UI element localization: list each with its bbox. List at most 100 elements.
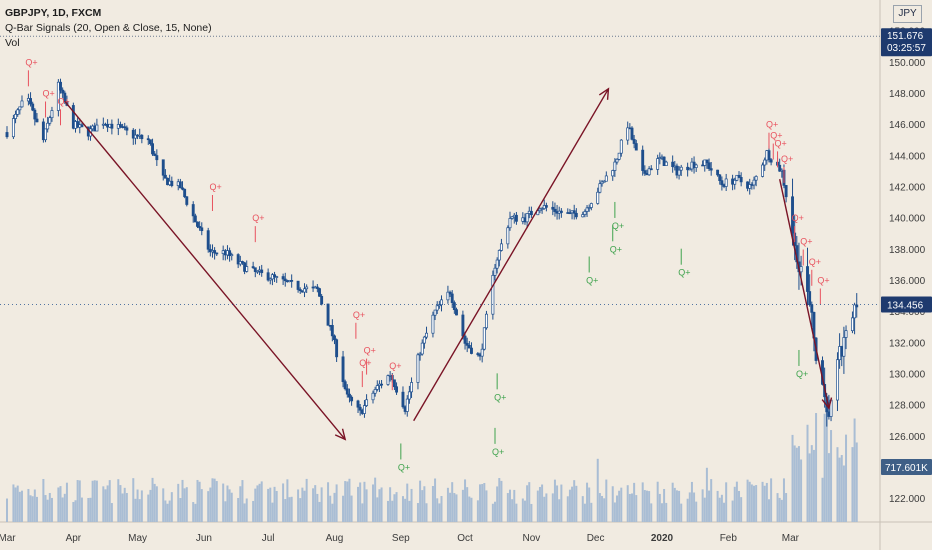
candle-body	[694, 164, 698, 168]
volume-bar	[825, 412, 828, 522]
candle-body	[365, 399, 369, 406]
candle	[709, 162, 713, 176]
candle-body	[46, 122, 50, 130]
candle-body	[133, 134, 137, 139]
candle-body	[155, 155, 159, 161]
candle	[510, 216, 514, 220]
volume-bar	[91, 480, 94, 522]
volume-bar	[645, 490, 648, 522]
candle-body	[240, 261, 244, 264]
candle-body	[596, 191, 600, 204]
candle-body	[671, 161, 675, 167]
volume-bar	[166, 503, 169, 522]
candle	[240, 260, 244, 265]
signal-green: Q+	[586, 256, 598, 285]
candle	[348, 388, 351, 403]
x-tick-label: May	[128, 533, 147, 544]
candle-body	[358, 406, 362, 411]
candle	[551, 201, 555, 216]
candle	[422, 335, 426, 349]
candle	[499, 238, 503, 252]
volume-bar	[106, 485, 109, 522]
volume-bar	[421, 490, 424, 522]
volume-bar	[386, 500, 389, 522]
candle	[318, 287, 321, 297]
candle	[643, 165, 647, 176]
candle-body	[656, 158, 660, 170]
candle	[540, 206, 544, 214]
volume-title[interactable]: Vol	[5, 37, 20, 49]
volume-bar	[812, 449, 815, 522]
candlesticks	[5, 78, 859, 427]
candle-body	[544, 205, 548, 208]
volume-bar	[855, 442, 858, 522]
candle	[275, 275, 279, 283]
volume-bar	[239, 486, 242, 522]
volume-bar	[725, 482, 728, 522]
volume-bar	[423, 486, 426, 522]
volume-bar	[305, 478, 308, 522]
candle-body	[686, 166, 690, 171]
volume-bar	[299, 498, 302, 522]
volume-bar	[530, 503, 533, 522]
candle	[311, 280, 315, 292]
candle	[320, 293, 324, 306]
volume-bar	[27, 488, 30, 522]
candle	[641, 145, 645, 176]
candle-body	[16, 109, 20, 115]
volume-bar	[16, 485, 19, 522]
indicator-title[interactable]: Q-Bar Signals (20, Open & Close, 15, Non…	[5, 22, 212, 34]
volume-bar	[693, 492, 696, 522]
candle-body	[425, 332, 428, 338]
candle	[48, 115, 52, 126]
candle	[375, 380, 379, 392]
candle-body	[634, 143, 638, 151]
time-axis[interactable]: Mar Apr May Jun Jul Aug Sep Oct Nov Dec 2020 Feb Mar	[0, 533, 800, 544]
candle	[228, 247, 232, 262]
volume-bar	[605, 479, 608, 522]
volume-bar	[665, 502, 668, 522]
candle-body	[855, 304, 859, 308]
candle	[123, 122, 127, 131]
candle	[431, 311, 435, 338]
candle-body	[707, 162, 711, 169]
candle-body	[253, 267, 257, 272]
volume-bar	[635, 495, 638, 522]
candle	[305, 284, 309, 293]
volume-bar	[61, 497, 64, 522]
candle	[656, 154, 660, 175]
candle	[405, 395, 409, 417]
volume-bar	[545, 493, 548, 522]
candle	[544, 202, 548, 212]
price-axis[interactable]: 122.000124.000126.000128.000130.000132.0…	[889, 27, 926, 505]
volume-bar	[147, 494, 150, 522]
candle	[791, 178, 794, 246]
candle	[705, 159, 709, 169]
volume-bar	[701, 489, 704, 522]
currency-button[interactable]: JPY	[893, 5, 922, 23]
candle	[433, 309, 437, 321]
candle	[844, 325, 848, 350]
candle-body	[275, 276, 279, 278]
candle	[33, 108, 37, 126]
volume-bar	[853, 418, 856, 522]
candle	[626, 121, 630, 145]
signal-label: Q+	[586, 275, 598, 285]
candle-body	[416, 354, 420, 383]
candle-body	[362, 405, 366, 414]
candle	[506, 225, 510, 249]
x-tick-label: Feb	[720, 533, 738, 544]
volume-bar	[425, 503, 428, 522]
candle-body	[273, 274, 276, 277]
signal-label: Q+	[364, 346, 376, 356]
candle	[268, 277, 272, 285]
volume-bar	[65, 482, 68, 522]
candle	[296, 280, 300, 293]
candle	[583, 209, 587, 218]
candle	[170, 176, 174, 188]
volume-bar	[372, 484, 375, 522]
volume-bar	[177, 483, 180, 522]
volume-bar	[327, 482, 330, 522]
symbol-title[interactable]: GBPJPY, 1D, FXCM	[5, 7, 102, 19]
